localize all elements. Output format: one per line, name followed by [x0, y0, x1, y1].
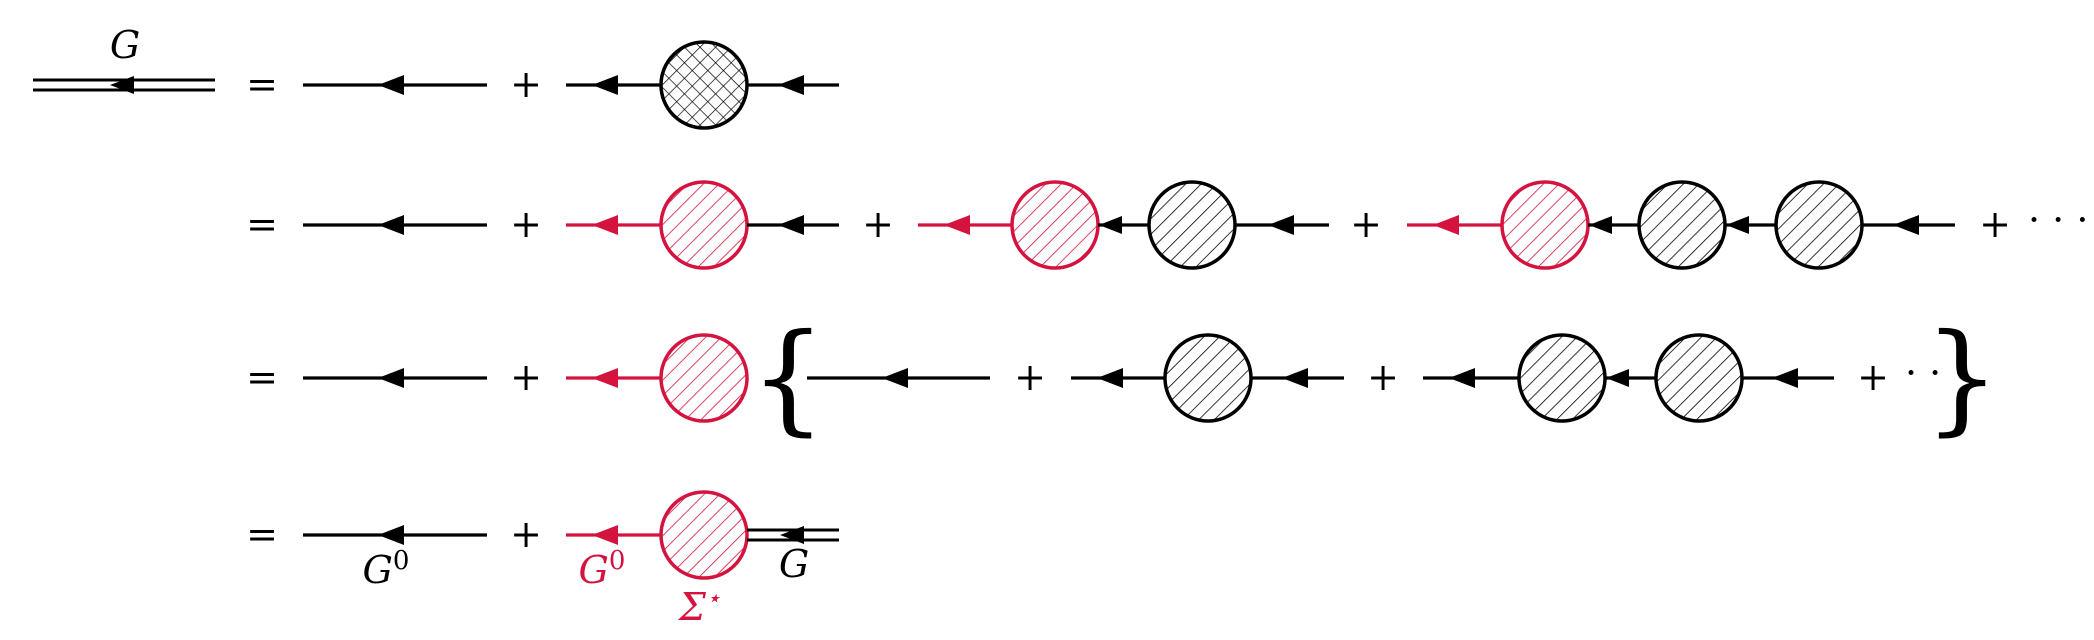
arrow-icon: [592, 525, 618, 545]
ellipsis: · · ·: [2028, 198, 2088, 242]
row-2: = + + +: [246, 180, 2088, 270]
arrow-icon: [882, 368, 908, 388]
plus-sign: +: [1014, 355, 1046, 399]
black-hatched-blob: [1637, 180, 1727, 270]
arrow-icon: [1433, 215, 1459, 235]
plus-sign: +: [862, 202, 894, 246]
black-hatched-blob: [1517, 333, 1607, 423]
factored-self-energy: [566, 333, 749, 423]
arrow-icon: [778, 215, 804, 235]
one-irreducible-term: [566, 180, 839, 270]
full-self-energy-insertion: [566, 40, 839, 130]
row-1: G = +: [33, 23, 839, 130]
black-hatched-blob: [1163, 333, 1253, 423]
arrow-icon: [1449, 368, 1475, 388]
red-hatched-blob: [659, 333, 749, 423]
label-G-top: G: [110, 23, 140, 67]
arrow-icon: [1726, 216, 1749, 234]
dyson-term: [566, 490, 839, 580]
bracketed-one-blob: [1071, 333, 1344, 423]
equals-sign: =: [246, 355, 278, 399]
label-G0-red: G0: [579, 546, 626, 592]
arrow-icon: [778, 75, 804, 95]
arrow-icon: [110, 76, 134, 94]
arrow-icon: [1099, 216, 1122, 234]
arrow-icon: [378, 215, 404, 235]
red-hatched-blob: [659, 490, 749, 580]
two-irreducible-term: [918, 180, 1329, 270]
red-hatched-blob: [1010, 180, 1100, 270]
plus-sign: +: [1979, 202, 2011, 246]
bracketed-two-blob: [1423, 333, 1834, 423]
plus-sign: +: [510, 202, 542, 246]
arrow-icon: [378, 525, 404, 545]
arrow-icon: [780, 526, 804, 544]
label-G-bottom: G: [779, 542, 809, 586]
arrow-icon: [1893, 215, 1919, 235]
arrow-icon: [1772, 368, 1798, 388]
plus-sign: +: [510, 355, 542, 399]
label-self-energy: Σ⋆: [677, 584, 721, 629]
red-hatched-blob: [659, 180, 749, 270]
black-hatched-blob: [1147, 180, 1237, 270]
black-hatched-blob: [1774, 180, 1864, 270]
equals-sign: =: [246, 62, 278, 106]
arrow-icon: [1589, 216, 1612, 234]
crosshatched-blob: [659, 40, 749, 130]
plus-sign: +: [1857, 355, 1889, 399]
arrow-icon: [592, 75, 618, 95]
arrow-icon: [1268, 215, 1294, 235]
plus-sign: +: [1350, 202, 1382, 246]
plus-sign: +: [510, 512, 542, 556]
arrow-icon: [592, 368, 618, 388]
arrow-icon: [1606, 369, 1629, 387]
red-hatched-blob: [1500, 180, 1590, 270]
label-G0: G0: [363, 546, 410, 592]
arrow-icon: [944, 215, 970, 235]
three-irreducible-term: [1407, 180, 1955, 270]
dressed-propagator: [33, 76, 215, 94]
bare-propagator: [303, 525, 487, 545]
equals-sign: =: [246, 202, 278, 246]
ellipsis: · · ·: [1905, 351, 1965, 395]
equals-sign: =: [246, 512, 278, 556]
bare-propagator: [303, 215, 487, 235]
arrow-icon: [1282, 368, 1308, 388]
arrow-icon: [592, 215, 618, 235]
right-brace: }: [1924, 309, 2000, 448]
bare-propagator: [303, 75, 487, 95]
arrow-icon: [378, 368, 404, 388]
plus-sign: +: [1367, 355, 1399, 399]
black-hatched-blob: [1654, 333, 1744, 423]
row-3: = + { + +: [246, 309, 2000, 448]
row-4: = G0 + G0 G Σ⋆: [246, 490, 839, 629]
bare-propagator: [303, 368, 487, 388]
bracketed-bare-propagator: [807, 368, 990, 388]
arrow-icon: [378, 75, 404, 95]
arrow-icon: [1097, 368, 1123, 388]
plus-sign: +: [510, 62, 542, 106]
